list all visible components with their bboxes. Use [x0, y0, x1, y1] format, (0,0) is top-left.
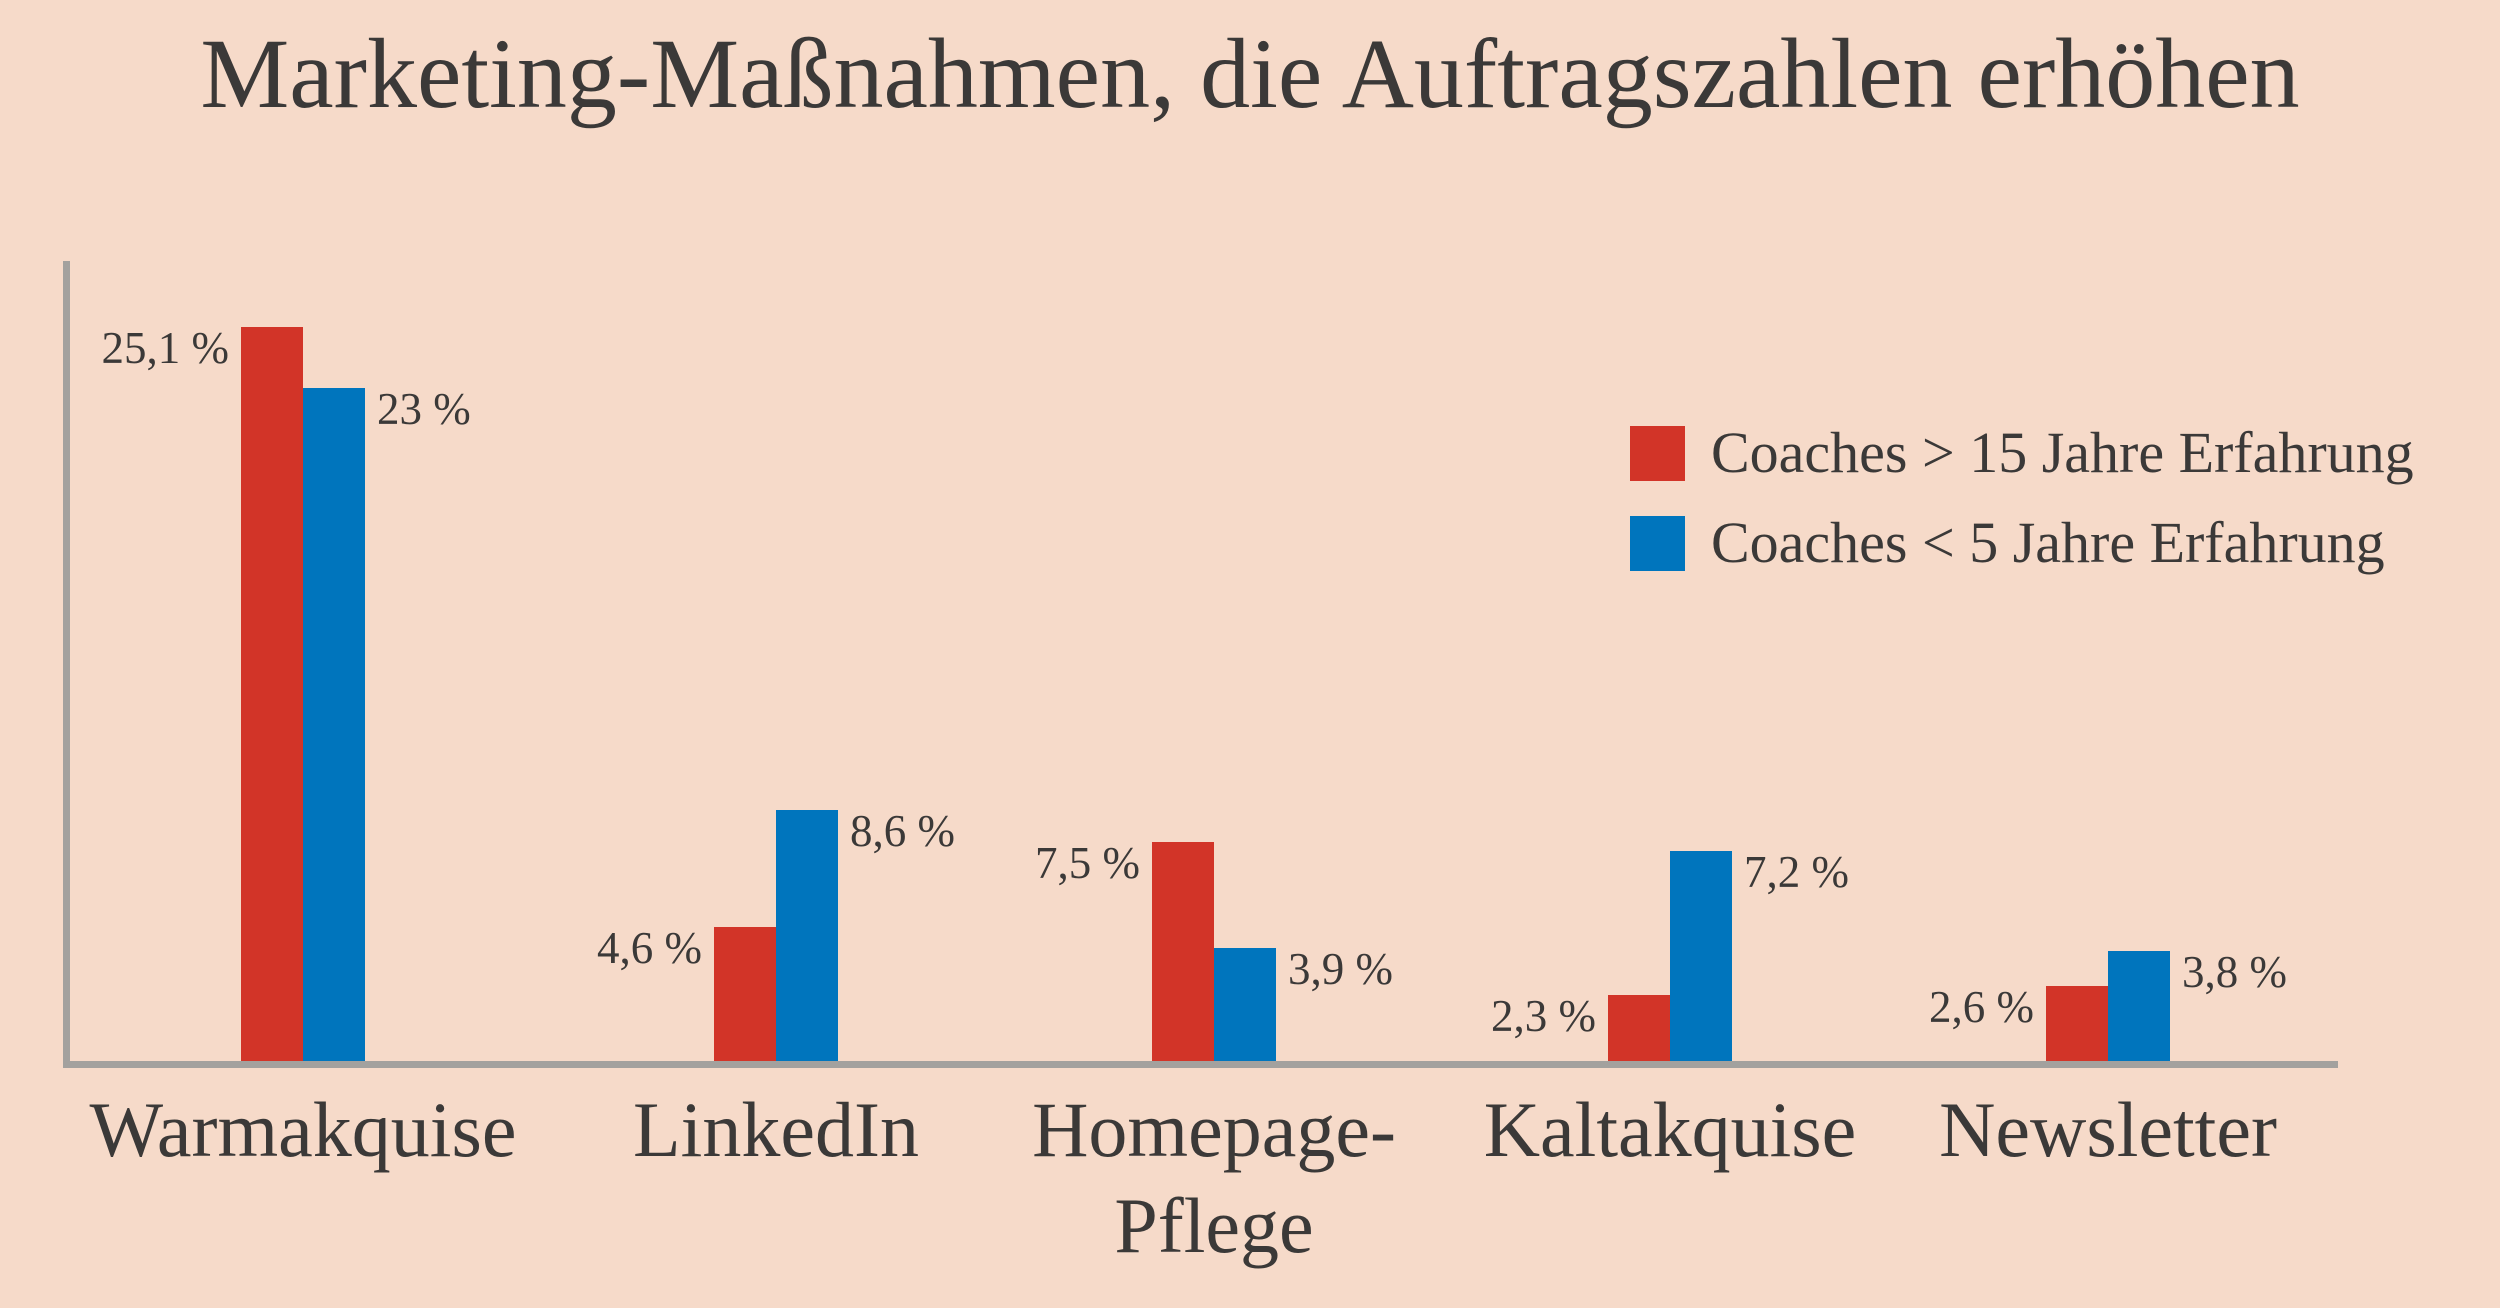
value-label-lt5-kaltakquise: 7,2 %	[1744, 847, 1849, 897]
bar-lt5-kaltakquise	[1670, 851, 1732, 1062]
category-label-kaltakquise: Kaltakquise	[1484, 1082, 1857, 1178]
legend-swatch-red	[1630, 425, 1685, 481]
legend-label: Coaches > 15 Jahre Erfahrung	[1711, 420, 2414, 485]
bar-lt5-warmakquise	[303, 388, 365, 1062]
value-label-gt15-warmakquise: 25,1 %	[101, 323, 230, 373]
y-axis-line	[63, 261, 70, 1068]
value-label-gt15-kaltakquise: 2,3 %	[1491, 991, 1596, 1041]
bar-gt15-linkedin	[714, 927, 776, 1062]
legend-item-gt15: Coaches > 15 Jahre Erfahrung	[1630, 420, 2414, 485]
bar-gt15-homepage-pflege	[1152, 842, 1214, 1062]
legend-swatch-blue	[1630, 515, 1685, 571]
value-label-lt5-newsletter: 3,8 %	[2182, 947, 2287, 997]
bar-lt5-linkedin	[776, 810, 838, 1062]
category-label-line: Pflege	[1114, 1182, 1314, 1269]
value-label-gt15-linkedin: 4,6 %	[597, 923, 702, 973]
category-label-line: Newsletter	[1939, 1086, 2277, 1173]
legend-item-lt5: Coaches < 5 Jahre Erfahrung	[1630, 510, 2414, 575]
category-label-linkedin: LinkedIn	[633, 1082, 919, 1178]
category-label-line: Homepage-	[1032, 1086, 1396, 1173]
value-label-gt15-homepage-pflege: 7,5 %	[1035, 838, 1140, 888]
legend: Coaches > 15 Jahre Erfahrung Coaches < 5 …	[1630, 420, 2414, 605]
value-label-gt15-newsletter: 2,6 %	[1929, 982, 2034, 1032]
category-label-newsletter: Newsletter	[1939, 1082, 2277, 1178]
value-label-lt5-warmakquise: 23 %	[377, 384, 471, 434]
bar-lt5-homepage-pflege	[1214, 948, 1276, 1062]
category-label-line: LinkedIn	[633, 1086, 919, 1173]
x-axis-line	[63, 1061, 2338, 1068]
bar-gt15-newsletter	[2046, 986, 2108, 1062]
bar-lt5-newsletter	[2108, 951, 2170, 1062]
value-label-lt5-linkedin: 8,6 %	[850, 806, 955, 856]
chart-title: Marketing-Maßnahmen, die Auftragszahlen …	[200, 18, 2300, 129]
category-label-warmakquise: Warmakquise	[90, 1082, 517, 1178]
legend-label: Coaches < 5 Jahre Erfahrung	[1711, 510, 2385, 575]
value-label-lt5-homepage-pflege: 3,9 %	[1288, 944, 1393, 994]
category-label-homepage-pflege: Homepage- Pflege	[1032, 1082, 1396, 1274]
category-label-line: Kaltakquise	[1483, 1086, 1857, 1173]
bar-gt15-kaltakquise	[1608, 995, 1670, 1062]
bar-gt15-warmakquise	[241, 327, 303, 1062]
category-label-line: Warmakquise	[89, 1086, 517, 1173]
